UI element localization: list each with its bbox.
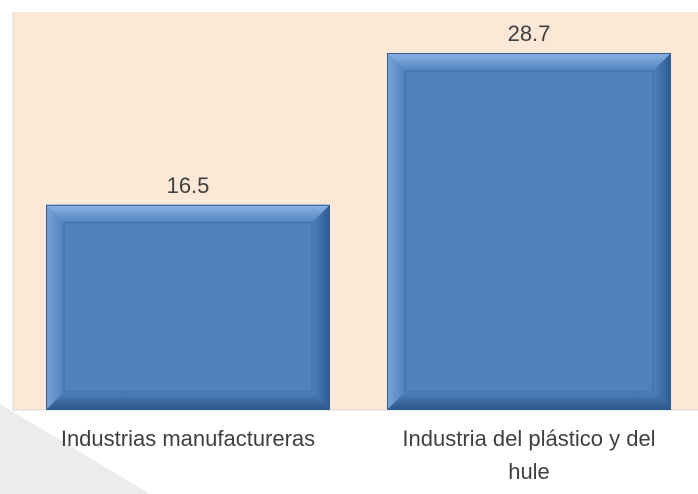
bar-1-bevel-left — [46, 204, 64, 410]
bar-2-face — [404, 70, 654, 393]
category-label-1-line-1: Industrias manufactureras — [61, 426, 315, 451]
bar-1-bevel-right — [312, 204, 330, 410]
corner-shade-decoration — [0, 404, 150, 494]
category-label-2-line-1: Industria del plástico y del — [402, 426, 655, 451]
bar-1-face — [63, 222, 313, 393]
bar-2-bevel-top — [387, 53, 671, 72]
bar-1-bevel-bottom — [46, 392, 330, 410]
data-label-1: 16.5 — [167, 173, 210, 198]
bar-1 — [46, 204, 330, 410]
bar-series: 16.5 Industrias manufactureras 28.7 Industr… — [46, 21, 671, 484]
category-label-2-line-2: hule — [508, 459, 550, 484]
bar-2-bevel-right — [653, 53, 671, 410]
bar-2 — [387, 53, 671, 410]
bar-1-bevel-top — [46, 204, 330, 223]
bar-1-edge — [46, 204, 330, 410]
category-label-2: Industria del plástico y del hule — [402, 426, 655, 484]
bar-2-bevel-bottom — [387, 392, 671, 410]
bar-2-edge — [387, 53, 671, 410]
bar-2-bevel-left — [387, 53, 405, 410]
data-label-2: 28.7 — [508, 21, 551, 46]
category-label-1: Industrias manufactureras — [61, 426, 315, 451]
